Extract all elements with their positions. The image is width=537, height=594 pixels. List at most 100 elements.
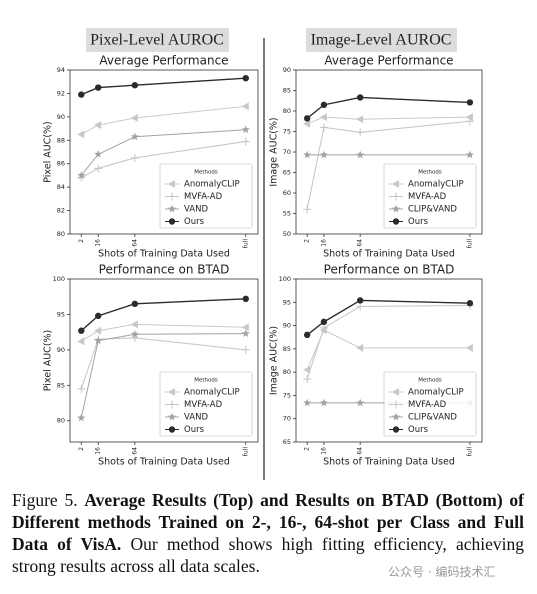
marker bbox=[78, 91, 85, 98]
y-axis-label: Image AUC(%) bbox=[269, 326, 280, 395]
legend-label: MVFA-AD bbox=[408, 192, 447, 202]
marker bbox=[303, 150, 312, 159]
marker bbox=[130, 114, 138, 123]
marker bbox=[168, 180, 175, 188]
y-axis-label: Pixel AUC(%) bbox=[43, 121, 54, 183]
legend-title: Methods bbox=[418, 170, 442, 176]
legend-label: Ours bbox=[184, 425, 205, 435]
x-tick-label: 2 bbox=[78, 239, 85, 243]
marker bbox=[356, 128, 365, 137]
header: Image-Level AUROC bbox=[311, 32, 452, 49]
marker bbox=[319, 398, 328, 407]
marker bbox=[465, 343, 473, 352]
marker bbox=[94, 164, 103, 173]
marker bbox=[392, 388, 399, 396]
legend-label: AnomalyCLIP bbox=[184, 180, 240, 190]
marker bbox=[130, 153, 139, 162]
marker bbox=[303, 119, 311, 128]
marker bbox=[303, 205, 312, 214]
y-tick-label: 80 bbox=[57, 230, 65, 238]
marker bbox=[466, 99, 474, 106]
y-tick-label: 55 bbox=[283, 210, 291, 218]
marker bbox=[168, 412, 176, 421]
x-tick-label: full bbox=[242, 447, 249, 457]
marker bbox=[319, 150, 328, 159]
marker bbox=[303, 398, 312, 407]
legend-label: VAND bbox=[184, 205, 208, 215]
marker bbox=[241, 323, 249, 332]
marker bbox=[241, 137, 250, 146]
y-tick-label: 95 bbox=[57, 310, 65, 318]
series bbox=[78, 295, 249, 334]
legend-label: AnomalyCLIP bbox=[184, 388, 240, 398]
line bbox=[306, 305, 470, 380]
marker bbox=[356, 150, 365, 159]
marker bbox=[130, 330, 139, 338]
marker bbox=[94, 121, 102, 130]
y-tick-label: 84 bbox=[57, 183, 65, 191]
y-tick-label: 75 bbox=[283, 391, 291, 399]
y-tick-label: 100 bbox=[279, 275, 291, 283]
legend-box bbox=[159, 163, 253, 229]
y-tick-label: 100 bbox=[53, 275, 65, 283]
marker bbox=[168, 400, 176, 409]
x-tick-label: 2 bbox=[304, 239, 311, 243]
x-tick-label: full bbox=[466, 447, 473, 457]
marker bbox=[241, 102, 249, 111]
marker bbox=[168, 218, 176, 225]
series bbox=[77, 329, 250, 422]
y-tick-label: 70 bbox=[283, 415, 291, 423]
marker bbox=[356, 398, 365, 407]
marker bbox=[168, 204, 176, 213]
caption: Figure 5. Average Results (Top) and Resu… bbox=[12, 489, 524, 577]
series bbox=[303, 113, 473, 128]
figure: Pixel-Level AUROC Image-Level AUROC Aver… bbox=[43, 28, 483, 480]
x-axis-label: Shots of Training Data Used bbox=[98, 249, 230, 260]
y-tick-label: 65 bbox=[283, 438, 291, 446]
legend-label: Ours bbox=[408, 425, 429, 435]
x-tick-label: 64 bbox=[357, 239, 364, 247]
line bbox=[306, 116, 470, 125]
y-tick-label: 70 bbox=[283, 148, 291, 156]
line bbox=[306, 96, 470, 119]
y-tick-label: 60 bbox=[283, 189, 291, 197]
header-box bbox=[86, 28, 229, 52]
marker bbox=[303, 331, 311, 339]
marker bbox=[320, 101, 328, 109]
chart-title: Performance on BTAD bbox=[99, 263, 230, 277]
x-tick-label: 16 bbox=[320, 447, 327, 455]
legend-label: MVFA-AD bbox=[408, 400, 447, 410]
marker bbox=[465, 113, 473, 122]
legend-label: AnomalyCLIP bbox=[408, 180, 464, 190]
y-tick-label: 90 bbox=[283, 66, 291, 74]
series bbox=[303, 150, 474, 159]
legend-label: Ours bbox=[408, 217, 429, 227]
legend-label: CLIP&VAND bbox=[408, 413, 457, 423]
series bbox=[77, 102, 249, 139]
plot-frame bbox=[69, 69, 259, 235]
marker bbox=[168, 388, 175, 396]
marker bbox=[241, 345, 250, 354]
chart-title: Average Performance bbox=[99, 54, 228, 68]
caption-bold: Average Results (Top) and Results on BTA… bbox=[12, 490, 525, 554]
x-tick-label: 64 bbox=[131, 239, 138, 247]
series bbox=[303, 297, 474, 339]
x-axis-label: Shots of Training Data Used bbox=[323, 457, 455, 468]
marker bbox=[241, 329, 250, 337]
plot-frame bbox=[69, 278, 259, 443]
marker bbox=[320, 318, 328, 326]
marker bbox=[303, 115, 311, 122]
header: Pixel-Level AUROC bbox=[90, 32, 224, 49]
marker bbox=[356, 343, 364, 352]
line bbox=[81, 140, 246, 179]
legend-label: AnomalyCLIP bbox=[408, 388, 464, 398]
marker bbox=[131, 300, 139, 308]
x-tick-label: full bbox=[466, 239, 473, 249]
y-tick-label: 94 bbox=[57, 66, 65, 74]
y-axis-label: Pixel AUC(%) bbox=[43, 330, 54, 392]
legend-title: Methods bbox=[194, 170, 218, 176]
x-tick-label: full bbox=[242, 239, 249, 249]
x-tick-label: 64 bbox=[131, 447, 138, 455]
marker bbox=[77, 413, 86, 422]
y-tick-label: 86 bbox=[57, 160, 65, 168]
